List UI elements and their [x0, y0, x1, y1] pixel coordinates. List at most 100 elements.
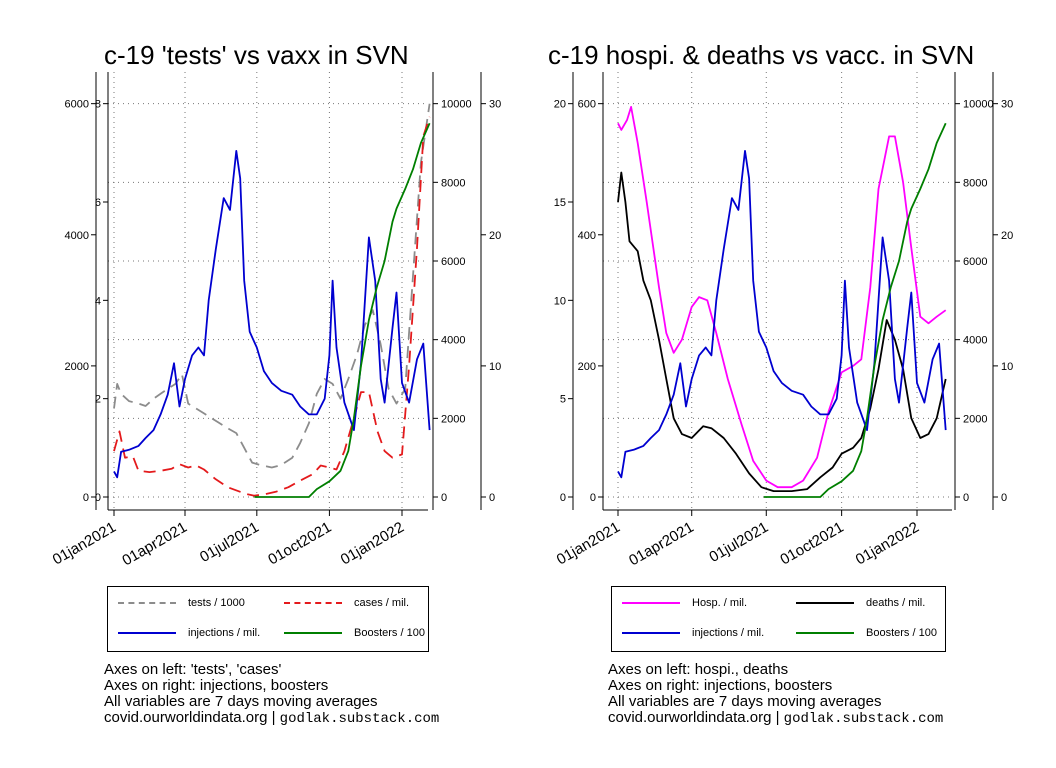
- x-tick-label: 01apr2021: [626, 519, 697, 570]
- author-handle: godlak.substack.com: [783, 711, 944, 727]
- legend-swatch: [796, 602, 854, 604]
- notes-left: Axes on left: 'tests', 'cases' Axes on r…: [104, 661, 440, 728]
- y-tick-label: 10000: [441, 99, 472, 111]
- note-line: Axes on left: 'tests', 'cases': [104, 661, 282, 678]
- y-tick-label: 20: [554, 99, 566, 111]
- x-tick-label: 01oct2021: [265, 519, 334, 569]
- y-tick-label: 10000: [963, 99, 994, 111]
- y-tick-label: 0: [489, 492, 495, 504]
- x-tick-label: 01jan2021: [554, 519, 623, 569]
- legend-item-injections: injections / mil.: [622, 627, 764, 639]
- y-tick-label: 10: [554, 295, 566, 307]
- y-tick-label: 30: [489, 99, 501, 111]
- x-tick-label: 01apr2021: [119, 519, 190, 570]
- note-line: All variables are 7 days moving averages: [104, 693, 378, 710]
- y-tick-label: 4000: [65, 230, 89, 242]
- y-tick-label: 2000: [963, 413, 987, 425]
- y-tick-label: 5: [560, 394, 566, 406]
- y-tick-label: 4000: [963, 335, 987, 347]
- y-tick-label: 0: [963, 492, 969, 504]
- legend-label: injections / mil.: [692, 627, 765, 639]
- source-text: covid.ourworldindata.org |: [104, 709, 276, 726]
- source-line: covid.ourworldindata.org | godlak.substa…: [608, 709, 944, 728]
- legend-item-boosters: Boosters / 100: [284, 627, 425, 639]
- series-line-hosp: [617, 106, 947, 489]
- series-line-injections: [617, 149, 947, 479]
- series-line-tests: [113, 103, 431, 469]
- note-line: All variables are 7 days moving averages: [608, 693, 882, 710]
- note-line: Axes on right: injections, boosters: [104, 677, 329, 694]
- y-tick-label: 2000: [65, 361, 89, 373]
- legend-label: injections / mil.: [188, 627, 261, 639]
- legend-swatch: [622, 602, 680, 604]
- legend-item-hosp: Hosp. / mil.: [622, 597, 747, 609]
- legend-label: Hosp. / mil.: [692, 597, 748, 609]
- y-tick-label: 8000: [963, 177, 987, 189]
- note-line: Axes on right: injections, boosters: [608, 677, 833, 694]
- chart-title-left: c-19 'tests' vs vaxx in SVN: [104, 40, 409, 70]
- notes-right: Axes on left: hospi., deaths Axes on rig…: [608, 661, 944, 728]
- y-tick-label: 400: [578, 230, 596, 242]
- legend-label: deaths / mil.: [866, 597, 926, 609]
- legend-item-injections: injections / mil.: [118, 627, 260, 639]
- series-line-cases: [113, 116, 431, 497]
- y-tick-label: 0: [83, 492, 89, 504]
- y-tick-label: 8: [95, 99, 101, 111]
- legend-item-tests: tests / 1000: [118, 597, 245, 609]
- y-tick-label: 6000: [441, 256, 465, 268]
- x-tick-label: 01jul2021: [197, 519, 262, 566]
- y-tick-label: 10: [1001, 361, 1013, 373]
- legend-item-cases: cases / mil.: [284, 597, 409, 609]
- author-handle: godlak.substack.com: [279, 711, 440, 727]
- y-tick-label: 6000: [963, 256, 987, 268]
- source-line: covid.ourworldindata.org | godlak.substa…: [104, 709, 440, 728]
- x-tick-label: 01jan2022: [853, 519, 922, 569]
- y-tick-label: 0: [560, 492, 566, 504]
- y-tick-label: 4: [95, 295, 101, 307]
- note-line: Axes on left: hospi., deaths: [608, 661, 789, 678]
- x-tick-label: 01jan2021: [50, 519, 119, 569]
- legend-label: Boosters / 100: [866, 627, 937, 639]
- y-tick-label: 10: [489, 361, 501, 373]
- legend-right: Hosp. / mil. deaths / mil. injections / …: [611, 586, 946, 652]
- series-line-boosters: [254, 122, 431, 498]
- legend-item-deaths: deaths / mil.: [796, 597, 925, 609]
- plots-svg: 0200040006000024680200040006000800010000…: [50, 72, 1013, 570]
- y-tick-label: 8000: [441, 177, 465, 189]
- y-tick-label: 0: [590, 492, 596, 504]
- legend-label: tests / 1000: [188, 597, 245, 609]
- series-line-boosters: [763, 122, 947, 498]
- y-tick-label: 6: [95, 197, 101, 209]
- y-tick-label: 15: [554, 197, 566, 209]
- legend-left: tests / 1000 cases / mil. injections / m…: [107, 586, 429, 652]
- legend-label: Boosters / 100: [354, 627, 425, 639]
- x-tick-label: 01jan2022: [338, 519, 407, 569]
- y-tick-label: 30: [1001, 99, 1013, 111]
- y-tick-label: 20: [1001, 230, 1013, 242]
- y-tick-label: 200: [578, 361, 596, 373]
- y-tick-label: 2: [95, 394, 101, 406]
- legend-swatch: [284, 632, 342, 634]
- y-tick-label: 0: [441, 492, 447, 504]
- chart-title-right: c-19 hospi. & deaths vs vacc. in SVN: [548, 40, 975, 70]
- y-tick-label: 0: [1001, 492, 1007, 504]
- legend-swatch: [118, 632, 176, 634]
- legend-swatch: [118, 602, 176, 604]
- y-tick-label: 600: [578, 99, 596, 111]
- legend-swatch: [284, 602, 342, 604]
- y-tick-label: 20: [489, 230, 501, 242]
- legend-swatch: [796, 632, 854, 634]
- series-line-injections: [113, 149, 431, 479]
- y-tick-label: 4000: [441, 335, 465, 347]
- source-text: covid.ourworldindata.org |: [608, 709, 780, 726]
- y-tick-label: 0: [95, 492, 101, 504]
- y-tick-label: 2000: [441, 413, 465, 425]
- x-tick-label: 01oct2021: [777, 519, 846, 569]
- legend-swatch: [622, 632, 680, 634]
- legend-item-boosters: Boosters / 100: [796, 627, 937, 639]
- y-tick-label: 6000: [65, 99, 89, 111]
- legend-label: cases / mil.: [354, 597, 410, 609]
- series-line-deaths: [617, 171, 947, 493]
- x-tick-label: 01jul2021: [706, 519, 771, 566]
